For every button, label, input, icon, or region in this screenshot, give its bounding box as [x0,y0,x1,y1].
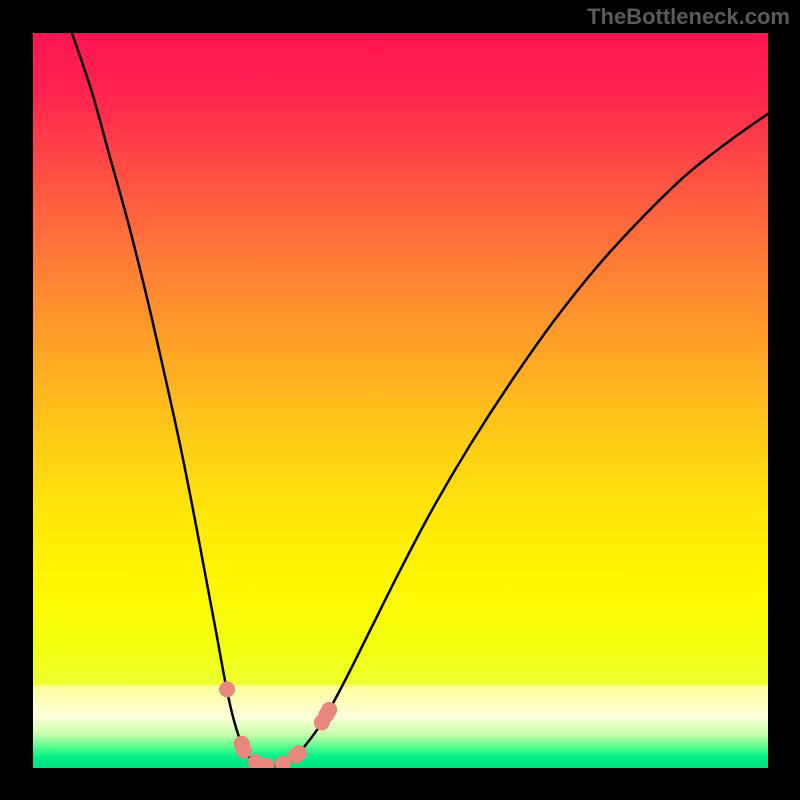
plot-area [33,33,768,768]
data-marker [219,681,235,697]
bottleneck-curve [72,33,768,767]
data-marker [291,745,307,761]
curve-overlay [33,33,768,768]
chart-container: TheBottleneck.com [0,0,800,800]
watermark-text: TheBottleneck.com [587,4,790,30]
data-marker [321,702,337,718]
data-marker [236,742,252,758]
